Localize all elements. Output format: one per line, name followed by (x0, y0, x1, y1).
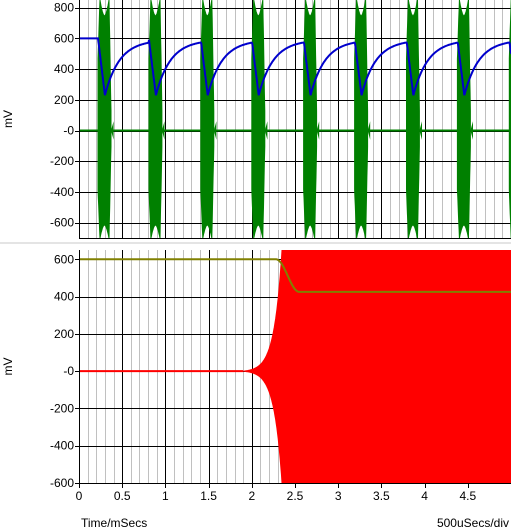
top-plot-y-axis: 800 600 400 200 -0 -200 -400 -600 (50, 0, 511, 239)
bottom-plot-y-tick-label: 600 (54, 252, 74, 266)
bottom-plot-y-tick-label: -200 (50, 401, 74, 415)
top-plot-y-tick-label: -400 (50, 185, 74, 199)
top-plot-y-tick-label: 800 (54, 1, 74, 15)
top-plot-green-burst-tail (111, 121, 114, 140)
top-plot-y-tick-label: 200 (54, 93, 74, 107)
top-plot-blue-trace (79, 37, 511, 96)
x-tick-label: 3.5 (373, 489, 390, 503)
top-plot-grid (79, 0, 511, 238)
top-plot-green-burst-tail (213, 121, 217, 140)
top-plot-green-burst-tail (161, 121, 165, 140)
bottom-plot-olive-trace (79, 258, 511, 293)
top-plot-green-burst (456, 0, 471, 238)
top-plot-green-burst (200, 0, 215, 238)
top-plot-y-axis-label: mV (1, 110, 15, 128)
top-plot-y-tick-label: -600 (50, 216, 74, 230)
top-plot-green-burst (148, 0, 163, 238)
x-tick-label: 4.5 (459, 489, 476, 503)
top-plot-green-burst (97, 0, 112, 238)
x-tick-label: 4 (421, 489, 428, 503)
top-plot-green-burst-tail (316, 121, 320, 140)
top-plot-green-burst (354, 0, 369, 238)
x-tick-label: 0 (76, 489, 83, 503)
top-plot-y-tick-label: 400 (54, 62, 74, 76)
top-plot-green-burst-tail (470, 121, 473, 140)
bottom-plot-y-tick-label: -600 (50, 476, 74, 490)
top-plot-green-burst (251, 0, 266, 238)
bottom-plot-y-tick-label: -0 (63, 364, 74, 378)
bottom-plot-red-oscillation (243, 250, 511, 483)
x-tick-label: 3 (335, 489, 342, 503)
x-tick-label: 1.5 (200, 489, 217, 503)
top-plot-green-burst-tail (367, 121, 371, 140)
top-plot-y-tick-label: -200 (50, 154, 74, 168)
top-plot-green-burst-tail (264, 121, 268, 140)
top-plot-y-tick-label: 600 (54, 31, 74, 45)
top-plot-y-tick-label: -0 (63, 124, 74, 138)
timebase-readout: 500uSecs/div (436, 516, 509, 530)
x-axis-label: Time/mSecs (81, 516, 148, 530)
top-plot-green-burst-tail (419, 121, 422, 140)
x-tick-label: 0.5 (114, 489, 131, 503)
bottom-plot-y-tick-label: -400 (50, 439, 74, 453)
bottom-plot-y-axis-label: mV (1, 358, 15, 376)
bottom-plot-y-tick-label: 400 (54, 290, 74, 304)
x-tick-label: 1 (162, 489, 169, 503)
x-tick-label: 2.5 (287, 489, 304, 503)
top-plot-green-burst (303, 0, 318, 238)
top-plot-green-burst (406, 0, 420, 238)
bottom-plot-y-tick-label: 200 (54, 327, 74, 341)
x-tick-label: 2 (248, 489, 255, 503)
